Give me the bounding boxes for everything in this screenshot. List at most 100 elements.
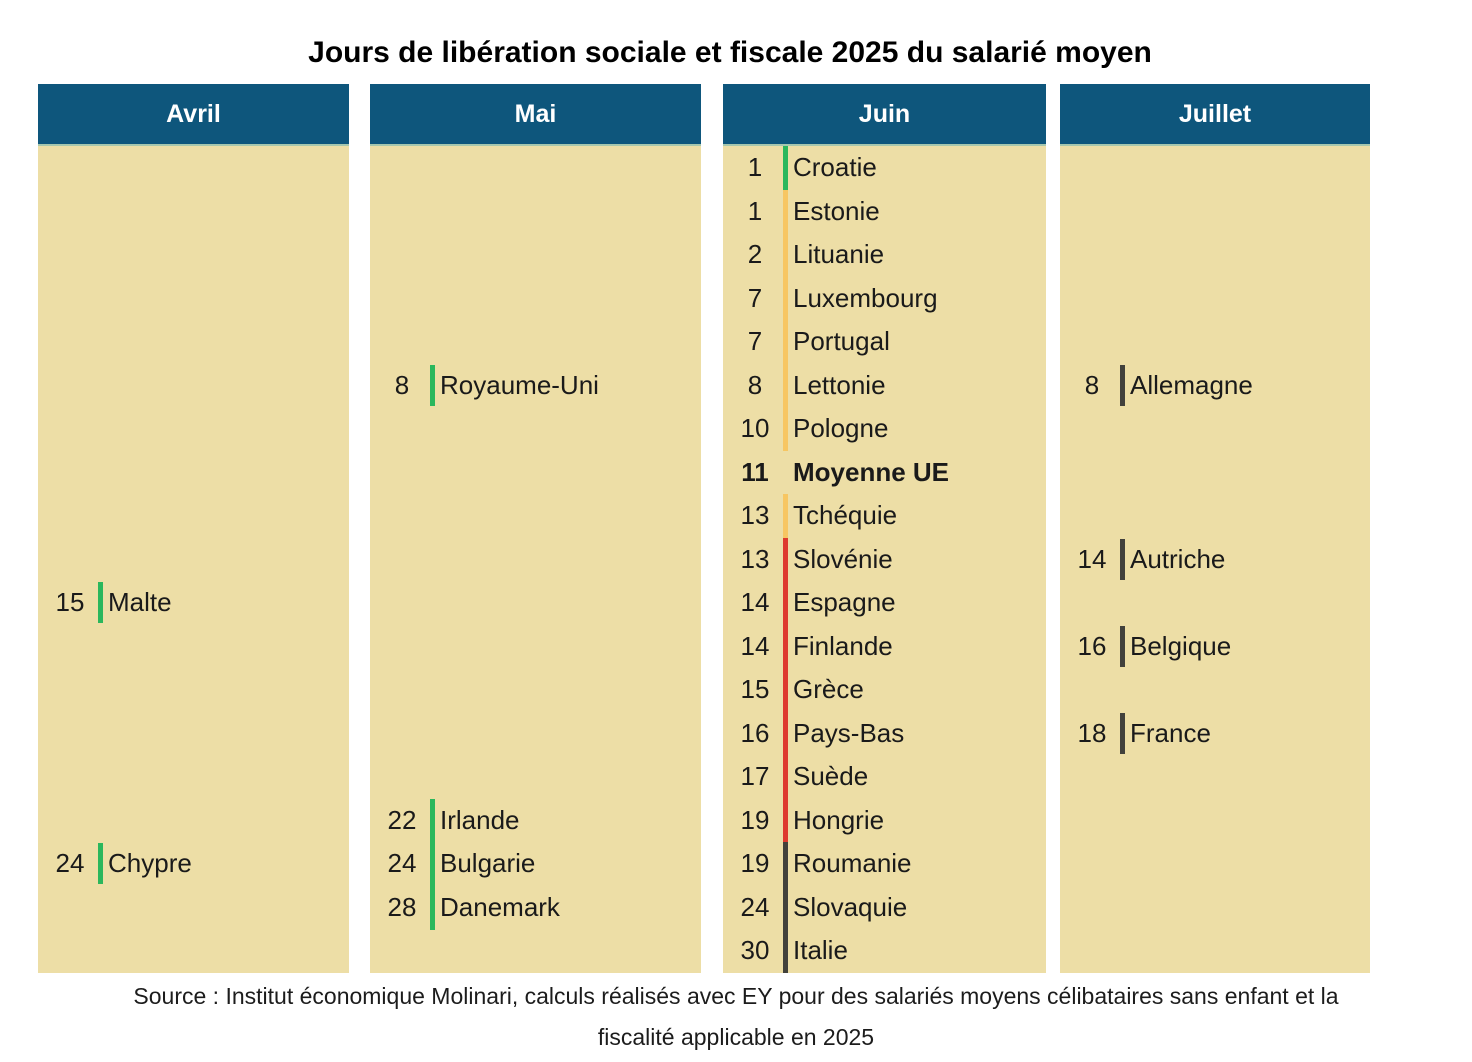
entry-day: 14 xyxy=(740,630,770,661)
entry-country: Luxembourg xyxy=(793,282,938,313)
entry-day: 7 xyxy=(747,282,763,313)
entry-day: 7 xyxy=(747,326,763,357)
entry-country: Lettonie xyxy=(793,369,886,400)
tick-mark-dark xyxy=(1120,538,1125,580)
entry-country: Slovaquie xyxy=(793,891,908,922)
entry-day: 19 xyxy=(740,804,770,835)
calendar-entry: 1 Croatie xyxy=(723,146,1046,190)
month-header: Mai xyxy=(370,84,701,146)
entry-day: 16 xyxy=(1077,630,1107,661)
calendar-entry: 7 Portugal xyxy=(723,320,1046,365)
tick-mark-dark xyxy=(783,842,788,887)
entry-country: Portugal xyxy=(793,326,890,357)
entry-day: 15 xyxy=(55,587,85,618)
calendar-entry: 19 Hongrie xyxy=(723,798,1046,843)
tick-mark-amber xyxy=(783,276,788,321)
month-body: 15 Malte 24 Chypre xyxy=(38,146,349,973)
tick-mark-green xyxy=(430,842,435,887)
month-column-mai: Mai 8 Royaume-Uni 22 Irlande 24 Bulgarie 28 Dane… xyxy=(370,84,701,973)
tick-mark-amber xyxy=(783,363,788,408)
entry-country: Lituanie xyxy=(793,239,885,270)
tick-mark-red xyxy=(783,581,788,626)
tick-mark-green xyxy=(783,146,788,190)
calendar-entry: 7 Luxembourg xyxy=(723,276,1046,321)
entry-country: Royaume-Uni xyxy=(440,369,599,400)
entry-day: 10 xyxy=(740,413,770,444)
entry-day: 8 xyxy=(394,369,410,400)
calendar-entry: 17 Suède xyxy=(723,755,1046,800)
entry-country: Pologne xyxy=(793,413,889,444)
calendar-entry: 24 Slovaquie xyxy=(723,885,1046,930)
month-column-avril: Avril 15 Malte 24 Chypre xyxy=(38,84,349,973)
entry-day: 1 xyxy=(747,195,763,226)
calendar-entry: 14 Finlande xyxy=(723,624,1046,669)
calendar-entry: 13 Slovénie xyxy=(723,537,1046,582)
month-header: Juin xyxy=(723,84,1046,146)
entry-day: 14 xyxy=(740,587,770,618)
entry-country: Hongrie xyxy=(793,804,885,835)
tick-mark-dark xyxy=(783,885,788,930)
tick-mark-green xyxy=(430,798,435,843)
tick-mark-amber xyxy=(783,233,788,278)
entry-day: 28 xyxy=(387,891,417,922)
entry-country: Allemagne xyxy=(1130,369,1253,400)
entry-country: Roumanie xyxy=(793,848,912,879)
month-body: 8 Royaume-Uni 22 Irlande 24 Bulgarie 28 Danemar… xyxy=(370,146,701,973)
entry-country: Estonie xyxy=(793,195,880,226)
entry-country: Bulgarie xyxy=(440,848,536,879)
entry-day: 22 xyxy=(387,804,417,835)
entry-country: Moyenne UE xyxy=(793,456,950,487)
chart-title: Jours de libération sociale et fiscale 2… xyxy=(308,36,1152,69)
calendar-entry: 14 Autriche xyxy=(1060,538,1370,582)
entry-day: 17 xyxy=(740,761,770,792)
tick-mark-red xyxy=(783,537,788,582)
entry-day: 13 xyxy=(740,543,770,574)
entry-country: Suède xyxy=(793,761,869,792)
calendar-entry: 15 Grèce xyxy=(723,668,1046,713)
calendar-entry: 11 Moyenne UE xyxy=(723,451,1046,495)
entry-day: 1 xyxy=(747,152,763,182)
calendar-entry: 24 Chypre xyxy=(38,842,349,886)
entry-day: 11 xyxy=(741,456,769,487)
month-header: Avril xyxy=(38,84,349,146)
entry-country: Croatie xyxy=(793,152,877,182)
tick-mark-dark xyxy=(1120,364,1125,406)
entry-country: Malte xyxy=(108,587,172,618)
calendar-entry: 14 Espagne xyxy=(723,581,1046,626)
entry-country: Espagne xyxy=(793,587,896,618)
entry-country: Irlande xyxy=(440,804,520,835)
entry-day: 19 xyxy=(740,848,770,879)
tick-mark-dark xyxy=(783,929,788,974)
entry-country: Danemark xyxy=(440,891,560,922)
month-body: 1 Croatie 1 Estonie 2 Lituanie 7 Luxembourg 7 Por… xyxy=(723,146,1046,974)
entry-country: Belgique xyxy=(1130,630,1232,661)
tick-mark-green xyxy=(98,582,103,624)
calendar-entry: 10 Pologne xyxy=(723,407,1046,452)
entry-day: 24 xyxy=(387,848,417,879)
entry-day: 16 xyxy=(740,717,770,748)
tick-mark-green xyxy=(98,843,103,885)
tick-mark-red xyxy=(783,624,788,669)
tick-mark-amber xyxy=(783,407,788,452)
month-header: Juillet xyxy=(1060,84,1370,146)
tick-mark-red xyxy=(783,711,788,756)
calendar-entry: 15 Malte xyxy=(38,581,349,625)
entry-country: Tchéquie xyxy=(793,500,898,531)
tick-mark-green xyxy=(430,885,435,930)
tick-mark-dark xyxy=(1120,625,1125,667)
calendar-entry: 8 Allemagne xyxy=(1060,364,1370,408)
calendar-entry: 19 Roumanie xyxy=(723,842,1046,887)
entry-country: Pays-Bas xyxy=(793,717,905,748)
entry-day: 15 xyxy=(740,674,770,705)
month-column-juillet: Juillet 8 Allemagne 14 Autriche 16 Belgique 18 F… xyxy=(1060,84,1370,973)
tick-mark-green xyxy=(430,364,435,406)
calendar-entry: 22 Irlande xyxy=(370,798,701,843)
calendar-entry: 2 Lituanie xyxy=(723,233,1046,278)
calendar-entry: 16 Belgique xyxy=(1060,625,1370,669)
tick-mark-red xyxy=(783,755,788,800)
tick-mark-amber xyxy=(783,320,788,365)
calendar-entry: 8 Lettonie xyxy=(723,363,1046,408)
calendar-entry: 28 Danemark xyxy=(370,885,701,930)
entry-day: 8 xyxy=(747,369,763,400)
